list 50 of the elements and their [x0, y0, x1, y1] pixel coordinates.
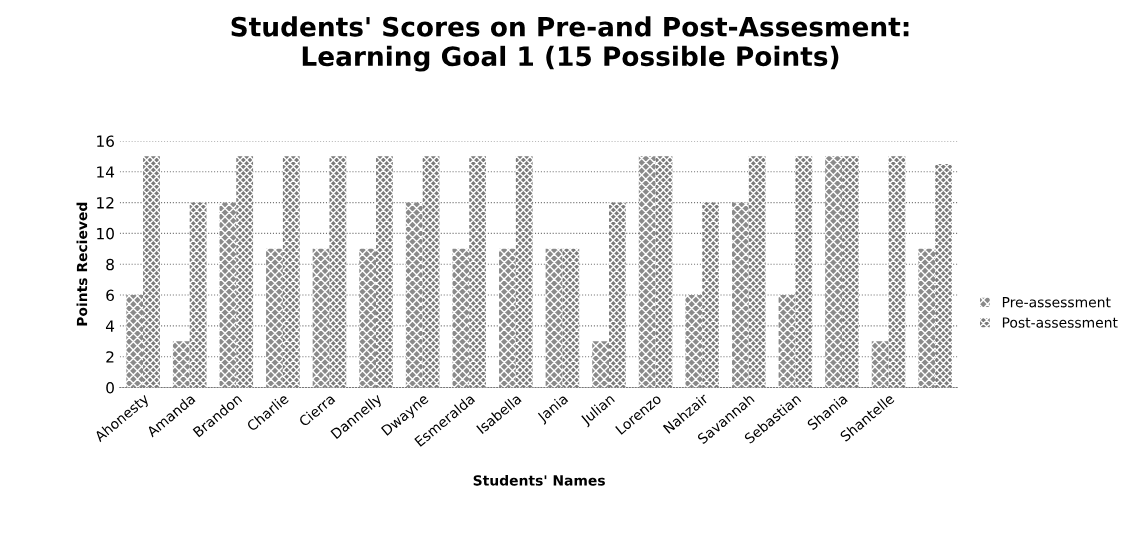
- y-tick-label: 2: [106, 351, 114, 363]
- bar: [312, 248, 330, 388]
- bar: [825, 156, 842, 388]
- legend-label: Post-assessment: [1002, 317, 1118, 328]
- bar: [655, 156, 673, 388]
- bar: [499, 248, 516, 388]
- bar: [189, 202, 207, 388]
- bar: [888, 156, 906, 388]
- y-tick-label: 4: [105, 320, 115, 332]
- bar: [236, 156, 254, 388]
- bar: [515, 156, 533, 388]
- y-axis-title: Points Recieved: [76, 202, 88, 326]
- bar: [266, 248, 283, 388]
- y-tick-label: 0: [106, 382, 114, 394]
- bar: [841, 156, 859, 388]
- y-tick-label: 8: [106, 258, 114, 271]
- bar: [126, 295, 144, 388]
- bar: [422, 156, 440, 388]
- bar: [638, 156, 656, 388]
- bar: [748, 156, 766, 388]
- bar: [143, 156, 160, 388]
- bar: [935, 164, 952, 388]
- bar: [778, 295, 796, 388]
- bar: [702, 202, 719, 388]
- bar: [172, 341, 190, 388]
- bar: [469, 156, 487, 388]
- y-tick-label: 12: [97, 197, 114, 209]
- bar: [918, 248, 936, 388]
- bar: [795, 156, 813, 388]
- bar: [732, 202, 749, 388]
- legend-label: Pre-assessment: [1002, 297, 1111, 308]
- y-tick-label: 14: [97, 166, 115, 178]
- y-tick-label: 10: [97, 227, 114, 240]
- bar: [376, 156, 393, 388]
- y-tick-label: 6: [106, 289, 114, 302]
- bar: [685, 295, 703, 388]
- y-tick-label: 16: [97, 135, 114, 147]
- bar: [219, 202, 237, 388]
- bar: [592, 341, 610, 388]
- bar: [562, 248, 580, 388]
- bar: [282, 156, 300, 388]
- bar: [405, 202, 423, 388]
- bar: [545, 248, 563, 388]
- bar: [359, 248, 377, 388]
- x-axis-title: Students' Names: [473, 474, 605, 486]
- chart-title: Students' Scores on Pre-and Post-Assesment: Learning Goal 1 (15 Possible Points): [231, 16, 909, 72]
- bar: [609, 202, 626, 388]
- bar: [871, 341, 889, 388]
- bar: [329, 156, 347, 388]
- bar: [452, 248, 470, 388]
